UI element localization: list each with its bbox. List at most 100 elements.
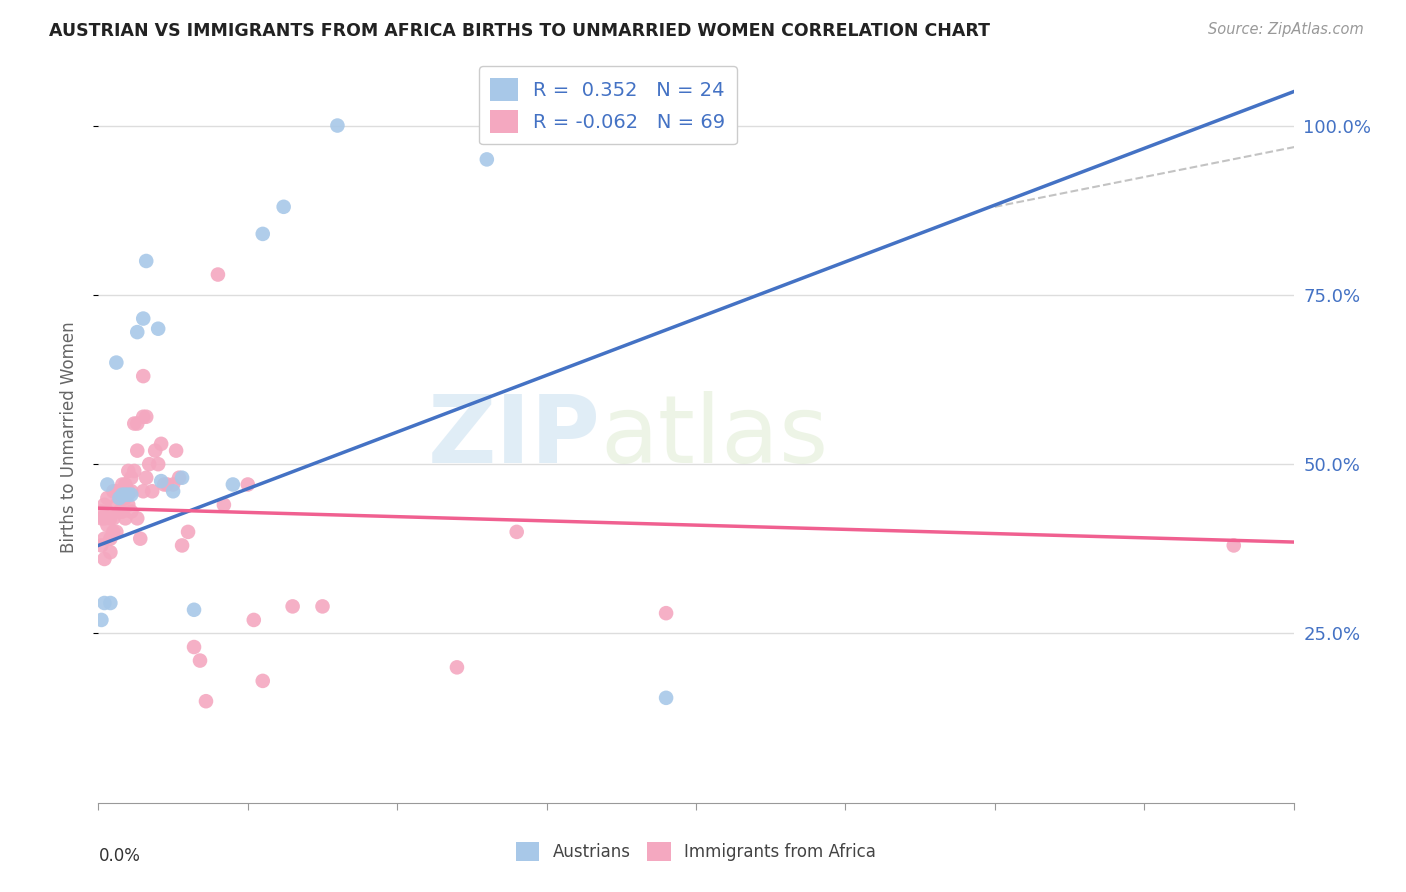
Point (148, 457, 170, 471)
Point (117, 488, 139, 502)
Text: AUSTRIAN VS IMMIGRANTS FROM AFRICA BIRTHS TO UNMARRIED WOMEN CORRELATION CHART: AUSTRIAN VS IMMIGRANTS FROM AFRICA BIRTH… (49, 22, 990, 40)
Point (90, 511, 112, 525)
Point (111, 488, 134, 502)
Point (167, 471, 190, 485)
Point (236, 477, 259, 491)
Point (120, 488, 142, 502)
Point (281, 599, 304, 614)
Point (475, 153, 498, 167)
Point (105, 524, 128, 539)
Point (135, 409, 157, 424)
Point (93, 532, 115, 546)
Point (117, 484, 139, 499)
Point (93, 511, 115, 525)
Text: 0.0%: 0.0% (98, 847, 141, 864)
Point (96, 505, 118, 519)
Point (129, 532, 152, 546)
Point (148, 322, 170, 336)
Point (105, 484, 128, 499)
Point (98, 596, 122, 610)
Point (153, 477, 176, 491)
Point (117, 498, 139, 512)
Point (108, 505, 131, 519)
Point (98, 511, 122, 525)
Point (124, 417, 146, 431)
Point (172, 471, 194, 485)
Y-axis label: Births to Unmarried Women: Births to Unmarried Women (59, 321, 77, 553)
Point (120, 471, 142, 485)
Point (132, 369, 155, 384)
Text: ZIP: ZIP (427, 391, 600, 483)
Point (506, 524, 529, 539)
Point (252, 673, 274, 688)
Point (207, 268, 229, 282)
Point (127, 417, 149, 431)
Point (96, 491, 118, 505)
Point (127, 325, 149, 339)
Point (150, 474, 173, 488)
Point (103, 524, 125, 539)
Point (177, 524, 200, 539)
Point (120, 505, 142, 519)
Point (96, 477, 118, 491)
Point (183, 640, 205, 654)
Point (114, 491, 136, 505)
Point (108, 491, 131, 505)
Point (105, 498, 128, 512)
Point (165, 443, 187, 458)
Point (114, 488, 136, 502)
Point (90, 538, 112, 552)
Point (655, 606, 678, 620)
Point (143, 443, 166, 458)
Legend: Austrians, Immigrants from Africa: Austrians, Immigrants from Africa (509, 835, 883, 868)
Point (141, 484, 163, 499)
Point (132, 484, 155, 499)
Point (96, 518, 118, 533)
Point (108, 491, 131, 505)
Point (93, 552, 115, 566)
Point (138, 457, 160, 471)
Point (1223, 538, 1246, 552)
Point (90, 505, 112, 519)
Point (105, 355, 128, 369)
Point (98, 532, 122, 546)
Point (117, 464, 139, 478)
Point (124, 464, 146, 478)
Point (212, 498, 235, 512)
Point (114, 511, 136, 525)
Point (655, 690, 678, 705)
Point (111, 477, 134, 491)
Point (103, 511, 125, 525)
Point (195, 694, 218, 708)
Point (103, 484, 125, 499)
Point (252, 227, 274, 241)
Point (127, 443, 149, 458)
Point (446, 660, 468, 674)
Point (135, 254, 157, 268)
Point (127, 511, 149, 525)
Point (326, 119, 349, 133)
Point (114, 477, 136, 491)
Text: Source: ZipAtlas.com: Source: ZipAtlas.com (1208, 22, 1364, 37)
Point (156, 477, 179, 491)
Point (183, 603, 205, 617)
Point (243, 613, 266, 627)
Point (172, 538, 194, 552)
Point (132, 311, 155, 326)
Point (135, 471, 157, 485)
Point (188, 654, 211, 668)
Point (90, 613, 112, 627)
Text: atlas: atlas (600, 391, 828, 483)
Point (273, 200, 295, 214)
Point (93, 498, 115, 512)
Point (111, 505, 134, 519)
Point (162, 477, 184, 491)
Point (222, 477, 245, 491)
Point (120, 484, 142, 499)
Point (150, 437, 173, 451)
Point (311, 599, 333, 614)
Point (93, 596, 115, 610)
Point (162, 484, 184, 499)
Point (132, 409, 155, 424)
Point (98, 545, 122, 559)
